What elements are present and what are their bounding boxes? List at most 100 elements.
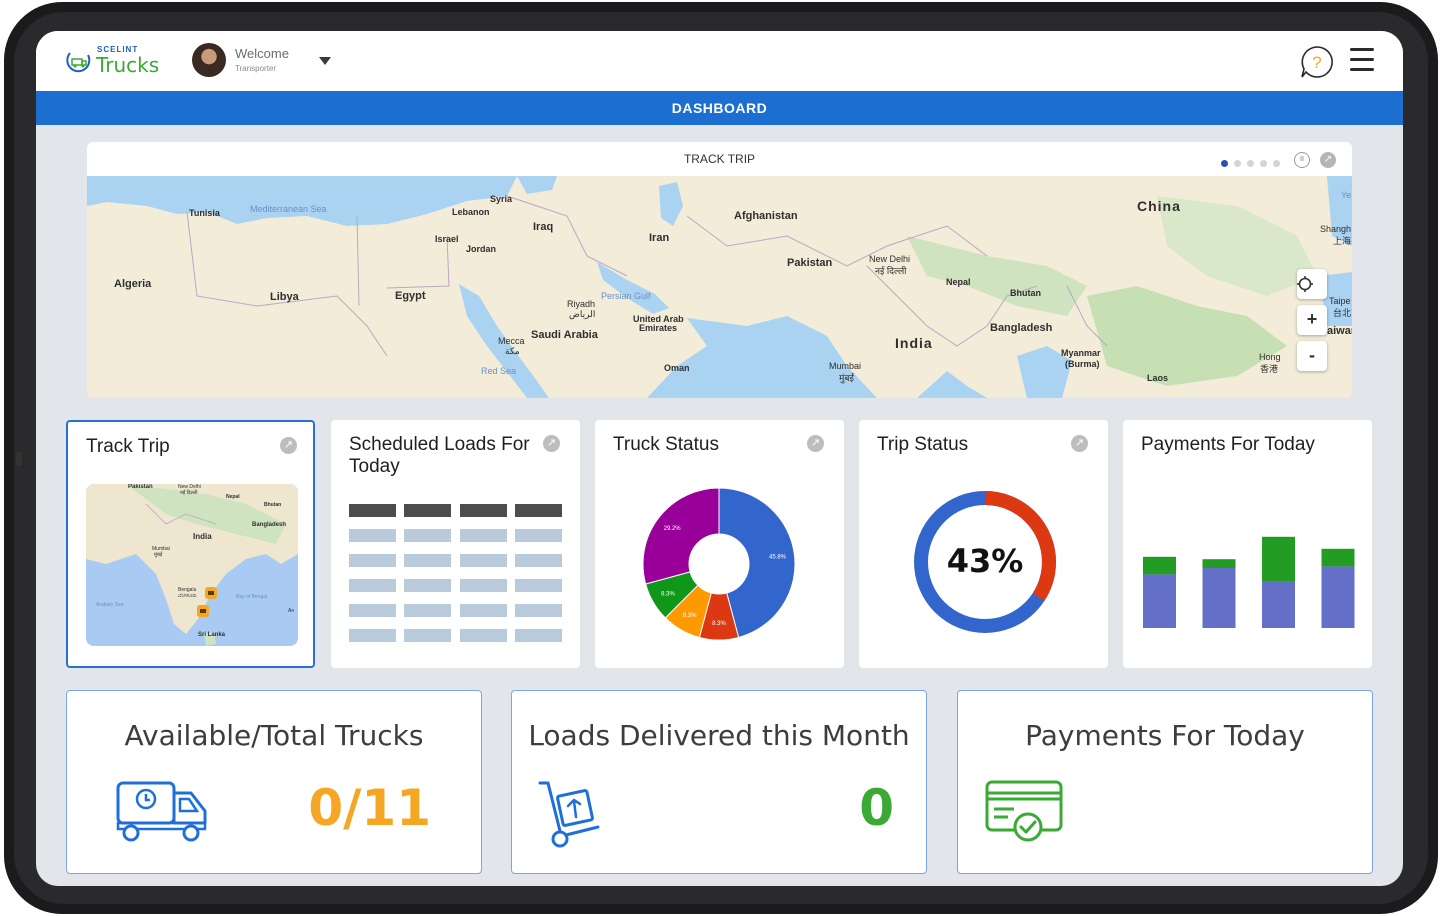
map-label: Laos bbox=[1147, 373, 1169, 383]
map-label: Red Sea bbox=[481, 366, 517, 376]
bar-segment-bottom[interactable] bbox=[1202, 568, 1236, 628]
map-label: Mediterranean Sea bbox=[250, 204, 327, 214]
hamburger-menu-icon[interactable] bbox=[1350, 48, 1376, 72]
table-cell-placeholder bbox=[349, 554, 396, 567]
trip-status-widget[interactable]: Trip Status ↗ 43% bbox=[859, 420, 1108, 668]
map-label: Libya bbox=[270, 291, 299, 303]
bar-segment-bottom[interactable] bbox=[1262, 581, 1295, 628]
expand-icon[interactable]: ↗ bbox=[1320, 152, 1336, 168]
table-row[interactable] bbox=[349, 529, 562, 542]
table-cell-placeholder bbox=[514, 604, 562, 617]
open-widget-icon[interactable]: ↗ bbox=[807, 435, 824, 452]
user-role: Transporter bbox=[235, 64, 277, 73]
map-label: Emirates bbox=[639, 323, 678, 333]
help-button[interactable]: ? bbox=[1300, 45, 1334, 79]
help-glyph: ? bbox=[1312, 53, 1321, 72]
user-avatar[interactable] bbox=[192, 43, 226, 77]
track-trip-widget[interactable]: Track Trip ↗ Pakistan New Delhi नई दिल्ल… bbox=[66, 420, 315, 668]
crosshair-icon bbox=[1297, 276, 1313, 292]
table-cell-placeholder bbox=[459, 579, 507, 592]
open-widget-icon[interactable]: ↗ bbox=[1071, 435, 1088, 452]
pause-icon[interactable]: II bbox=[1294, 152, 1310, 168]
carousel-dot[interactable] bbox=[1273, 160, 1280, 168]
table-cell-placeholder bbox=[459, 629, 507, 642]
map-label: (Burma) bbox=[1065, 359, 1100, 369]
map-label: Riyadh bbox=[567, 299, 596, 309]
map-label: मुंबई bbox=[839, 373, 854, 383]
truck-status-widget[interactable]: Truck Status ↗ 45.8% 8.3% 8.3% 8.3% 29.2% bbox=[595, 420, 844, 668]
table-cell-placeholder bbox=[514, 629, 562, 642]
trip-status-percent: 43% bbox=[946, 542, 1024, 580]
bar-segment-bottom[interactable] bbox=[1143, 574, 1176, 628]
open-widget-icon[interactable]: ↗ bbox=[280, 437, 297, 454]
available-trucks-card[interactable]: Available/Total Trucks 0/11 bbox=[66, 690, 482, 874]
table-cell-placeholder bbox=[459, 554, 507, 567]
table-cell-placeholder bbox=[514, 504, 562, 517]
map-label: Tunisia bbox=[189, 208, 220, 218]
bar-segment-top[interactable] bbox=[1143, 556, 1176, 575]
carousel-dot[interactable] bbox=[1234, 160, 1241, 168]
map-label: Afghanistan bbox=[734, 210, 798, 222]
locate-button[interactable] bbox=[1297, 269, 1327, 299]
open-widget-icon[interactable]: ↗ bbox=[543, 435, 560, 452]
scheduled-loads-widget[interactable]: Scheduled Loads For Today ↗ bbox=[331, 420, 580, 668]
minimap-label: India bbox=[193, 532, 212, 541]
minimap-label: Bangladesh bbox=[252, 522, 287, 528]
minimap-label: ಬೆಂಗಳೂರು bbox=[178, 593, 197, 599]
truck-location-marker-icon[interactable] bbox=[204, 586, 218, 600]
minimap-label: नई दिल्ली bbox=[180, 490, 198, 496]
bar-segment-top[interactable] bbox=[1202, 559, 1236, 568]
bar-segment-top[interactable] bbox=[1321, 548, 1355, 567]
table-cell-placeholder bbox=[404, 529, 452, 542]
zoom-out-button[interactable]: - bbox=[1297, 341, 1327, 371]
map-label: नई दिल्ली bbox=[875, 266, 907, 276]
carousel-dot[interactable] bbox=[1247, 160, 1254, 168]
truck-location-marker-icon[interactable] bbox=[196, 604, 210, 618]
app-logo[interactable]: SCELINT Trucks bbox=[64, 43, 174, 79]
table-row[interactable] bbox=[349, 554, 562, 567]
donut-slice[interactable] bbox=[642, 487, 720, 585]
payments-today-card[interactable]: Payments For Today bbox=[957, 690, 1373, 874]
table-header-row bbox=[349, 504, 562, 517]
donut-slice[interactable] bbox=[718, 487, 796, 639]
map-card-title: TRACK TRIP bbox=[683, 152, 756, 166]
table-cell-placeholder bbox=[349, 579, 396, 592]
track-trip-minimap[interactable]: Pakistan New Delhi नई दिल्ली Nepal Bhuta… bbox=[86, 484, 298, 646]
table-cell-placeholder bbox=[349, 504, 396, 517]
map-label: Myanmar bbox=[1061, 348, 1101, 358]
table-cell-placeholder bbox=[404, 504, 452, 517]
bar-segment-top[interactable] bbox=[1262, 536, 1295, 582]
table-row[interactable] bbox=[349, 579, 562, 592]
bar-segment-bottom[interactable] bbox=[1321, 566, 1355, 628]
table-row[interactable] bbox=[349, 604, 562, 617]
map-label: Bhutan bbox=[1010, 288, 1041, 298]
logo-product-text: Trucks bbox=[96, 53, 160, 77]
donut-slice-label: 8.3% bbox=[661, 592, 675, 598]
menu-line bbox=[1350, 48, 1374, 51]
widget-title: Scheduled Loads For Today bbox=[349, 434, 530, 477]
user-menu-chevron-down-icon[interactable] bbox=[319, 57, 331, 65]
widget-title: Payments For Today bbox=[1141, 434, 1315, 455]
loads-delivered-card[interactable]: Loads Delivered this Month 0 bbox=[511, 690, 927, 874]
carousel-pager bbox=[1221, 155, 1286, 168]
map-label: Shangh bbox=[1320, 224, 1352, 234]
widget-title: Trip Status bbox=[877, 434, 969, 455]
map-terrain bbox=[87, 176, 1352, 398]
map-label: Pakistan bbox=[787, 257, 833, 269]
widget-title: Track Trip bbox=[86, 436, 170, 457]
donut-slice-label: 29.2% bbox=[664, 526, 682, 532]
carousel-dot[interactable] bbox=[1260, 160, 1267, 168]
zoom-in-button[interactable]: + bbox=[1297, 305, 1327, 335]
table-cell-placeholder bbox=[349, 529, 396, 542]
map-label: Jordan bbox=[466, 244, 497, 254]
stat-value: 0/11 bbox=[308, 779, 431, 837]
minimap-label: Pakistan bbox=[128, 484, 153, 490]
widget-title: Truck Status bbox=[613, 434, 719, 455]
table-row[interactable] bbox=[349, 629, 562, 642]
payments-widget[interactable]: Payments For Today bbox=[1123, 420, 1372, 668]
logo-brand-text: SCELINT bbox=[97, 45, 139, 54]
table-cell-placeholder bbox=[404, 579, 452, 592]
carousel-dot[interactable] bbox=[1221, 160, 1228, 168]
card-check-icon bbox=[985, 780, 1063, 842]
map-view[interactable]: Syria Tunisia Mediterranean Sea Lebanon … bbox=[87, 176, 1352, 398]
